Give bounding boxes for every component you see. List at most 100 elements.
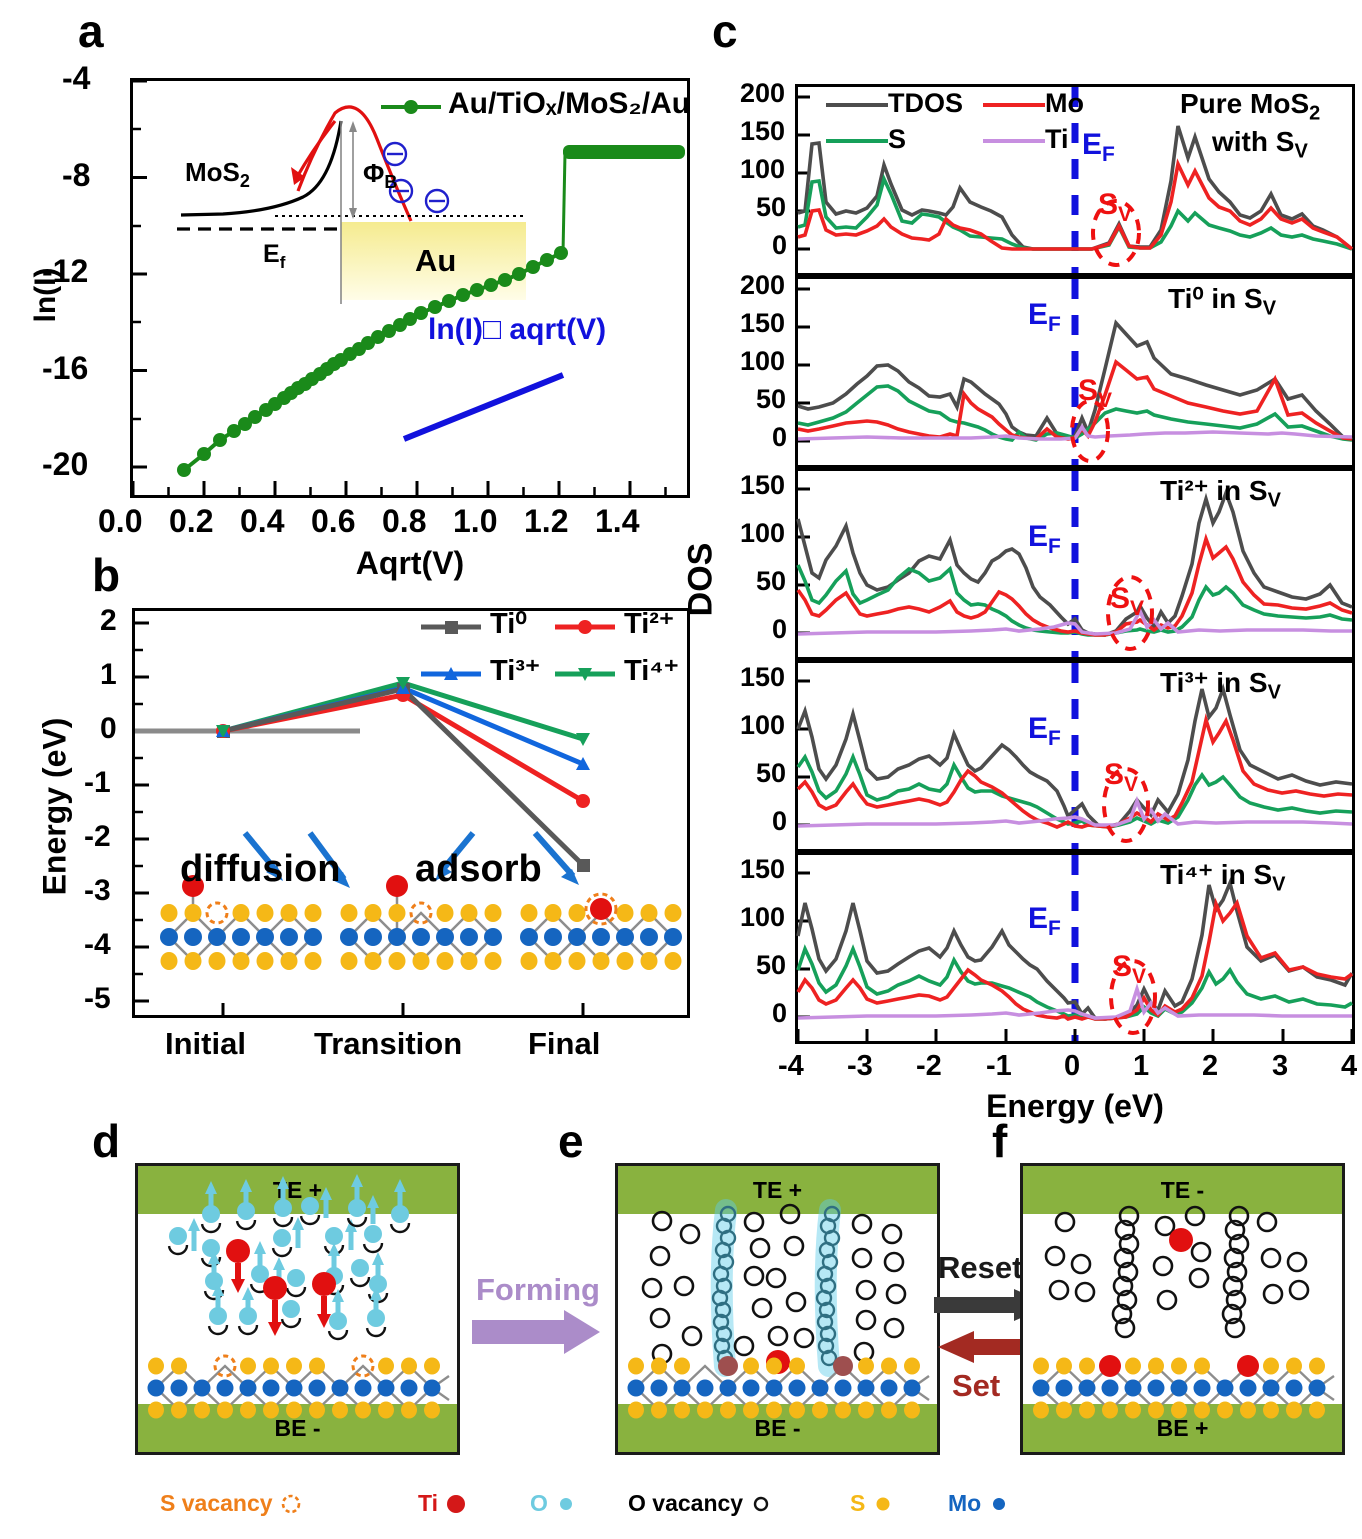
forming-arrow [472,1310,600,1354]
mos2-inset-label: MoS2 [185,157,250,191]
panel-c-ef-label-4: EF [1028,902,1061,940]
panel-c-sv-label-2: SV [1110,582,1145,620]
titanium-atom [182,875,204,897]
panel-c-p2-ytick-3: 0 [772,614,788,644]
panel-b-annotation-adsorb: adsorb [415,848,542,890]
panel-a-xtick-3: 0.6 [311,503,356,539]
panel-a-xtick-0: 0.0 [98,503,143,539]
panel-c-p1-ytick-4: 0 [772,422,788,452]
panel-b-ylabel: Energy (eV) [36,717,73,896]
tunnel-curve [296,105,413,222]
panel-c-p4-ytick-1: 100 [740,902,786,932]
panel-c-sv-label-4: SV [1112,950,1147,988]
panel-b-structure-final [520,892,682,970]
panel-c-sv-label-1: SV [1078,374,1113,412]
panel-c-p3-ytick-2: 50 [756,758,787,788]
panel-c-p0-ytick-1: 150 [740,116,786,146]
panel-a-fit-line [402,372,565,442]
panel-b-xtick-final: Final [528,1026,601,1061]
panel-c-ef-label-0: EF [1082,128,1115,166]
panel-c-subpanel-4 [795,852,1355,1044]
legend-item-s-vacancy: S vacancy [160,1490,302,1517]
panel-b-arrows [242,831,576,881]
mos2-lattice-e [627,1356,930,1419]
s-vacancy [409,901,433,925]
panel-c-ylabel: DOS [681,542,720,617]
panel-a-compliance-plateau [563,145,685,159]
dos-s-4 [796,944,1353,1021]
panel-c-title-2: Ti²⁺ in SV [1160,475,1281,512]
phib-inset-label: ΦB [363,158,397,192]
panel-b-series-ti2 [222,692,585,804]
panel-c-subpanel-1 [795,276,1355,468]
panel-c-legend-tdos: TDOS [888,88,964,118]
panel-b-legend [421,620,615,681]
panel-d-device: TE + BE - [135,1163,460,1455]
panel-a-xtick-6: 1.2 [524,503,569,539]
panel-c-p0-ytick-0: 200 [740,78,786,108]
panel-b-structure-initial [160,875,322,970]
dos-svg-2 [796,471,1353,657]
dos-mo-3 [796,713,1353,829]
panel-b-legend-label-ti3: Ti³⁺ [490,655,541,687]
dos-legend-0 [826,103,1045,143]
dos-mo-4 [796,897,1354,1021]
panel-c-title-0b: with SV [1212,126,1308,163]
panel-b-plot [132,608,690,1018]
panel-b-legend-label-ti0: Ti⁰ [490,608,527,640]
panel-c-p2-ytick-0: 150 [740,470,786,500]
panel-a-ytick-1: -8 [62,157,91,193]
panel-f-device: TE - BE + [1020,1163,1345,1455]
panel-c-xtick-7: 3 [1272,1050,1289,1082]
titanium-atom [590,898,612,920]
panel-b-xtick-transition: Transition [314,1026,463,1061]
dos-ti-4 [797,982,1352,1020]
sv-marker-ellipse [1106,575,1154,651]
panel-c-p3-ytick-1: 100 [740,710,786,740]
dos-mo-0 [797,158,1354,251]
o-vacancy-icon [753,1496,769,1511]
panel-f-top-electrode: TE - [1023,1166,1342,1214]
panel-a-ytick-2: -12 [42,253,89,289]
mos2-lattice-d [147,1354,450,1419]
filament-anchor-right [833,1356,853,1376]
panel-f-interior [1032,1205,1335,1419]
panel-c-p1-ytick-3: 50 [756,384,787,414]
panel-c-xtick-8: 4 [1341,1050,1358,1082]
panel-c-xtick-6: 2 [1202,1050,1219,1082]
panel-b-ytick-3: -1 [84,766,111,799]
panel-c-xtick-1: -3 [847,1050,873,1082]
sv-marker-ellipse [1070,399,1110,463]
s-icon [876,1497,890,1510]
panel-c-xtick-5: 1 [1133,1050,1150,1082]
panel-b-legend-label-ti4: Ti⁴⁺ [624,655,679,687]
panel-c-subpanel-0 [795,84,1355,276]
panel-a-ytick-4: -20 [42,446,89,482]
mo-icon [993,1497,1006,1510]
band-curve [180,120,343,217]
dos-svg-4 [796,855,1354,1041]
panel-a-ytick-3: -16 [42,350,89,386]
panel-c-p1-ytick-1: 150 [740,308,786,338]
panel-b-ytick-1: 1 [100,658,117,691]
panel-a-data-points [177,246,568,477]
panel-c-subpanel-3 [795,660,1355,852]
panel-c-sv-label-3: SV [1104,758,1139,796]
panel-c-p2-ytick-1: 100 [740,518,786,548]
set-label: Set [952,1368,1001,1403]
panel-a-fit-annotation: ln(I)□ aqrt(V) [428,313,607,346]
ruptured-filament-left [1111,1205,1140,1339]
dos-svg-1 [797,279,1353,465]
panel-e-letter: e [558,1115,584,1167]
legend-item-s: S [850,1490,894,1517]
panel-e-top-electrode: TE + [618,1166,937,1214]
titanium-atom [386,875,408,897]
panel-c-title-0: Pure MoS2 [1180,88,1321,125]
mos2-lattice-f [1032,1355,1335,1419]
panel-c-p3-ytick-0: 150 [740,662,786,692]
s-vacancy [351,1354,375,1378]
panel-b-legend-label-ti2: Ti²⁺ [624,608,675,640]
filament-anchor-left [718,1356,738,1376]
panel-b-xtick-initial: Initial [165,1026,246,1061]
panel-c-ef-label-2: EF [1028,520,1061,558]
